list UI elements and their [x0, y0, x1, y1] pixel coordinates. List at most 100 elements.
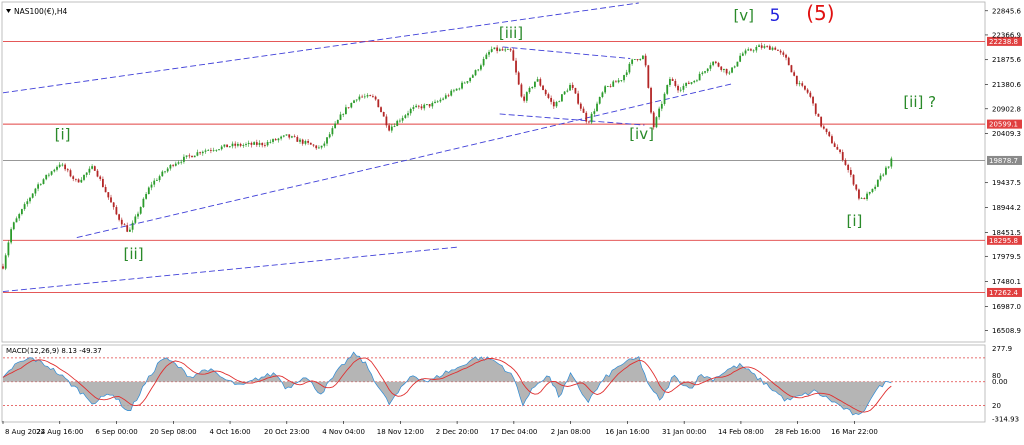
- candle-body: [58, 164, 61, 167]
- candle-body: [693, 80, 696, 83]
- candle-body: [226, 144, 229, 148]
- candle-body: [158, 176, 161, 181]
- candle-body: [4, 255, 7, 269]
- candle-body: [353, 100, 355, 103]
- candle-body: [563, 91, 566, 95]
- candle-body: [334, 123, 337, 129]
- macd-level-label: 20: [992, 402, 1001, 410]
- candle-body: [12, 222, 15, 230]
- candle-body: [201, 151, 204, 154]
- candle-body: [407, 113, 409, 116]
- candle-body: [647, 65, 650, 88]
- macd-tick-label: 0.00: [992, 378, 1008, 386]
- candle-body: [847, 164, 850, 170]
- time-tick-label: 2 Jan 08:00: [551, 428, 591, 436]
- candle-body: [326, 137, 328, 144]
- wave-label-0: [i]: [55, 126, 71, 144]
- candle-body: [660, 103, 663, 109]
- candle-body: [401, 117, 404, 121]
- time-tick-label: 8 Aug 2024: [5, 428, 46, 436]
- candle-body: [755, 46, 758, 51]
- time-tick-label: 6 Sep 00:00: [95, 428, 137, 436]
- candle-body: [885, 167, 887, 175]
- candle-body: [601, 92, 604, 97]
- trendline-4: [499, 113, 645, 126]
- candle-body: [309, 142, 312, 145]
- candle-body: [45, 174, 48, 180]
- candle-body: [450, 90, 453, 96]
- candle-body: [118, 214, 121, 220]
- candle-body: [812, 96, 814, 104]
- candle-body: [153, 180, 156, 185]
- candle-body: [91, 166, 94, 169]
- candle-body: [453, 90, 455, 92]
- candle-body: [566, 90, 569, 92]
- candle-body: [512, 50, 515, 61]
- candle-body: [542, 85, 544, 91]
- candle-body: [482, 58, 485, 66]
- wave-label-8: [i]: [847, 212, 863, 230]
- candle-body: [142, 198, 145, 208]
- candle-body: [596, 103, 598, 112]
- candle-body: [312, 144, 315, 146]
- time-tick-label: 4 Nov 04:00: [322, 428, 365, 436]
- candle-body: [102, 178, 104, 188]
- price-tick-label: 19437.5: [992, 179, 1021, 187]
- candle-body: [677, 85, 679, 91]
- candle-body: [644, 55, 647, 66]
- candle-body: [455, 88, 458, 91]
- candle-body: [517, 72, 520, 85]
- candle-body: [123, 224, 126, 226]
- time-tick-label: 28 Feb 16:00: [775, 428, 821, 436]
- candle-body: [733, 66, 736, 68]
- candle-body: [598, 96, 601, 104]
- candle-body: [129, 229, 131, 232]
- candle-body: [771, 47, 774, 50]
- price-candles: [2, 42, 893, 271]
- price-tick-label: 18944.2: [992, 204, 1021, 212]
- candle-body: [852, 174, 855, 185]
- candle-body: [531, 86, 534, 88]
- candle-body: [863, 198, 866, 200]
- candle-body: [107, 192, 110, 198]
- candle-body: [833, 143, 836, 147]
- candle-body: [669, 79, 671, 85]
- candle-body: [196, 152, 199, 156]
- candle-body: [439, 99, 442, 102]
- candle-body: [474, 70, 477, 76]
- candle-body: [93, 166, 96, 171]
- candle-body: [612, 81, 615, 87]
- candle-body: [801, 83, 804, 86]
- candle-body: [193, 155, 196, 158]
- candle-body: [825, 128, 828, 133]
- candle-body: [315, 145, 318, 149]
- candle-body: [188, 155, 191, 157]
- candle-body: [461, 82, 463, 89]
- candle-body: [7, 242, 10, 256]
- candle-body: [404, 115, 407, 118]
- candle-body: [817, 113, 820, 117]
- candle-body: [164, 171, 166, 173]
- time-tick-label: 22 Aug 16:00: [36, 428, 83, 436]
- candle-body: [174, 163, 177, 166]
- candle-body: [806, 89, 809, 93]
- candle-body: [534, 81, 536, 87]
- candle-body: [366, 95, 369, 97]
- candle-body: [571, 84, 574, 88]
- candle-body: [110, 197, 112, 203]
- candle-body: [498, 49, 501, 51]
- wave-label-7: [ii] ?: [903, 93, 936, 111]
- candle-body: [385, 116, 388, 126]
- candle-body: [782, 52, 785, 55]
- candle-body: [266, 141, 269, 146]
- candle-body: [120, 219, 123, 225]
- candle-body: [183, 156, 185, 162]
- candle-body: [296, 137, 299, 142]
- price-tick-label: 18451.5: [992, 229, 1021, 237]
- candle-body: [264, 145, 266, 146]
- candle-body: [480, 65, 482, 70]
- candle-body: [741, 53, 744, 56]
- candle-body: [577, 93, 580, 104]
